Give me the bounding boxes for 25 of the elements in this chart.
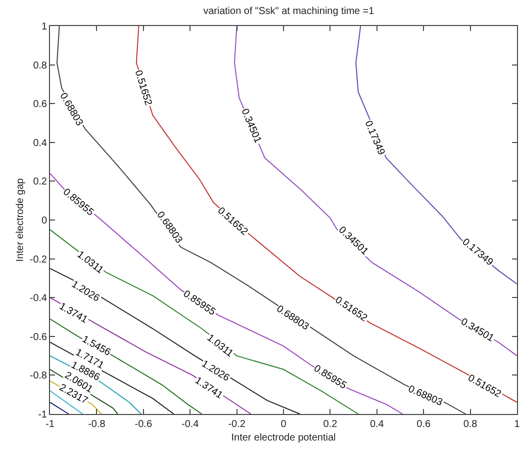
- y-tick-label: 0.6: [33, 99, 48, 110]
- x-tick-label: 0.2: [323, 419, 338, 430]
- y-axis-title: Inter electrode gap: [14, 178, 26, 262]
- x-tick-label: 0: [280, 419, 287, 430]
- y-tick-label: -0.2: [30, 254, 48, 266]
- y-tick-label: 0.4: [33, 138, 48, 149]
- x-tick-label: -0.4: [181, 419, 200, 430]
- y-tick-label: 0: [41, 216, 48, 226]
- x-tick-label: 0.4: [370, 419, 384, 430]
- annotation: 0.51652: [132, 69, 154, 108]
- y-tick-label: 0.8: [33, 60, 48, 72]
- y-tick-label: -1: [38, 410, 48, 420]
- x-tick-label: -0.8: [88, 419, 106, 430]
- x-tick-label: -0.2: [228, 419, 246, 430]
- y-tick-label: 1: [41, 22, 48, 32]
- x-axis-title: Inter electrode potential: [231, 432, 336, 444]
- x-tick-label: -0.6: [134, 419, 152, 430]
- y-tick-label: -0.4: [30, 293, 48, 304]
- y-tick-label: 0.2: [33, 176, 48, 188]
- x-tick-label: 0.8: [463, 419, 478, 430]
- y-tick-label: -0.6: [30, 332, 48, 343]
- y-tick-label: -0.8: [30, 370, 48, 382]
- chart-title: variation of "Ssk" at machining time =1: [203, 6, 375, 17]
- x-tick-label: 1: [514, 419, 520, 430]
- x-tick-label: 0.6: [416, 419, 431, 430]
